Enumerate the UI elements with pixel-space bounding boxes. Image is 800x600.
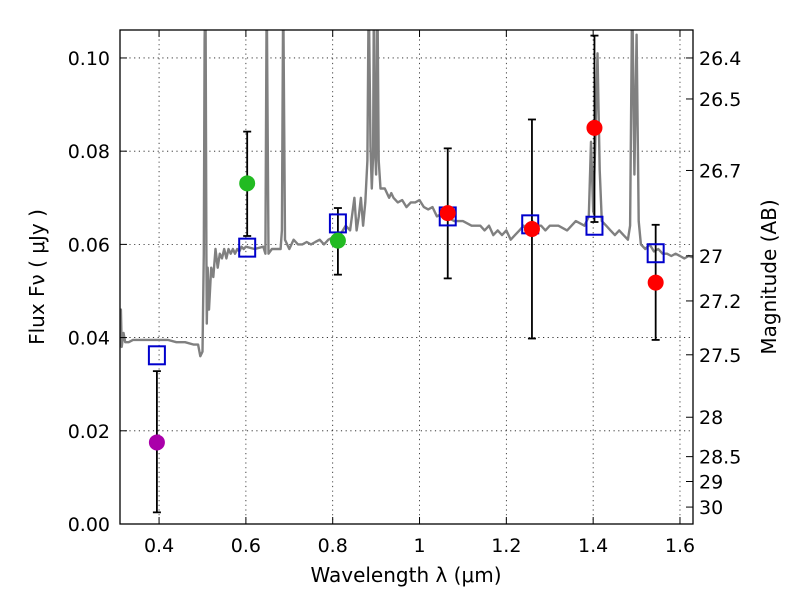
- plot-frame: [119, 29, 694, 525]
- observed-flux-point: [586, 119, 603, 136]
- mag-tick-label: 27.5: [699, 345, 741, 367]
- observed-flux-point: [439, 205, 456, 222]
- y-axis-right: 26.4 26.5 26.7 27 27.2 27.5 28 28.529 30: [686, 48, 741, 519]
- x-tick-label: 1.2: [491, 535, 521, 557]
- mag-tick-label: 29: [699, 471, 723, 493]
- model-flux-square: [238, 237, 257, 258]
- x-tick-label: 1.4: [578, 535, 608, 557]
- error-bar-layer: [152, 34, 660, 514]
- observed-flux-point: [647, 274, 664, 291]
- model-flux-square: [328, 213, 347, 234]
- y-axis-title: Flux Fν ( μJy ): [25, 209, 49, 345]
- observed-flux-point: [523, 220, 540, 237]
- model-flux-square: [646, 243, 665, 264]
- y-tick-label: 0.02: [68, 421, 110, 443]
- y2-axis-title: Magnitude (AB): [757, 199, 781, 354]
- y-tick-label: 0.10: [68, 48, 110, 70]
- y-tick-label: 0.00: [68, 514, 110, 536]
- x-tick-label: 0.8: [318, 535, 348, 557]
- mag-tick-label: 30: [699, 497, 723, 519]
- x-tick-label: 0.4: [144, 535, 174, 557]
- y-tick-label: 0.06: [68, 234, 110, 256]
- mag-tick-label: 26.7: [699, 160, 741, 182]
- mag-tick-label: 28: [699, 407, 723, 429]
- observed-flux-point: [148, 434, 165, 451]
- model-photometry-layer: [147, 206, 665, 366]
- x-axis-title: Wavelength λ (μm): [310, 563, 501, 587]
- model-spectrum-line: [120, 30, 693, 358]
- model-flux-square: [585, 215, 604, 236]
- observed-flux-point: [329, 232, 346, 249]
- y-tick-label: 0.08: [68, 141, 110, 163]
- mag-tick-label: 26.5: [699, 89, 741, 111]
- observed-flux-point: [239, 175, 256, 192]
- observed-photometry-layer: [148, 119, 664, 451]
- x-tick-label: 1: [413, 535, 425, 557]
- y-axis-left: 0.00 0.02 0.04 0.06 0.08 0.10: [68, 48, 127, 536]
- x-axis: 0.4 0.6 0.8 1 1.2 1.4 1.6: [144, 30, 695, 557]
- mag-tick-label: 27.2: [699, 291, 741, 313]
- mag-tick-label: 26.4: [699, 48, 741, 70]
- model-spectrum-layer: [120, 30, 693, 358]
- mag-tick-label: 28.5: [699, 447, 741, 469]
- y-tick-label: 0.04: [68, 328, 110, 350]
- mag-tick-label: 27: [699, 246, 723, 268]
- x-tick-label: 1.6: [665, 535, 695, 557]
- model-flux-square: [147, 345, 166, 366]
- x-tick-label: 0.6: [231, 535, 261, 557]
